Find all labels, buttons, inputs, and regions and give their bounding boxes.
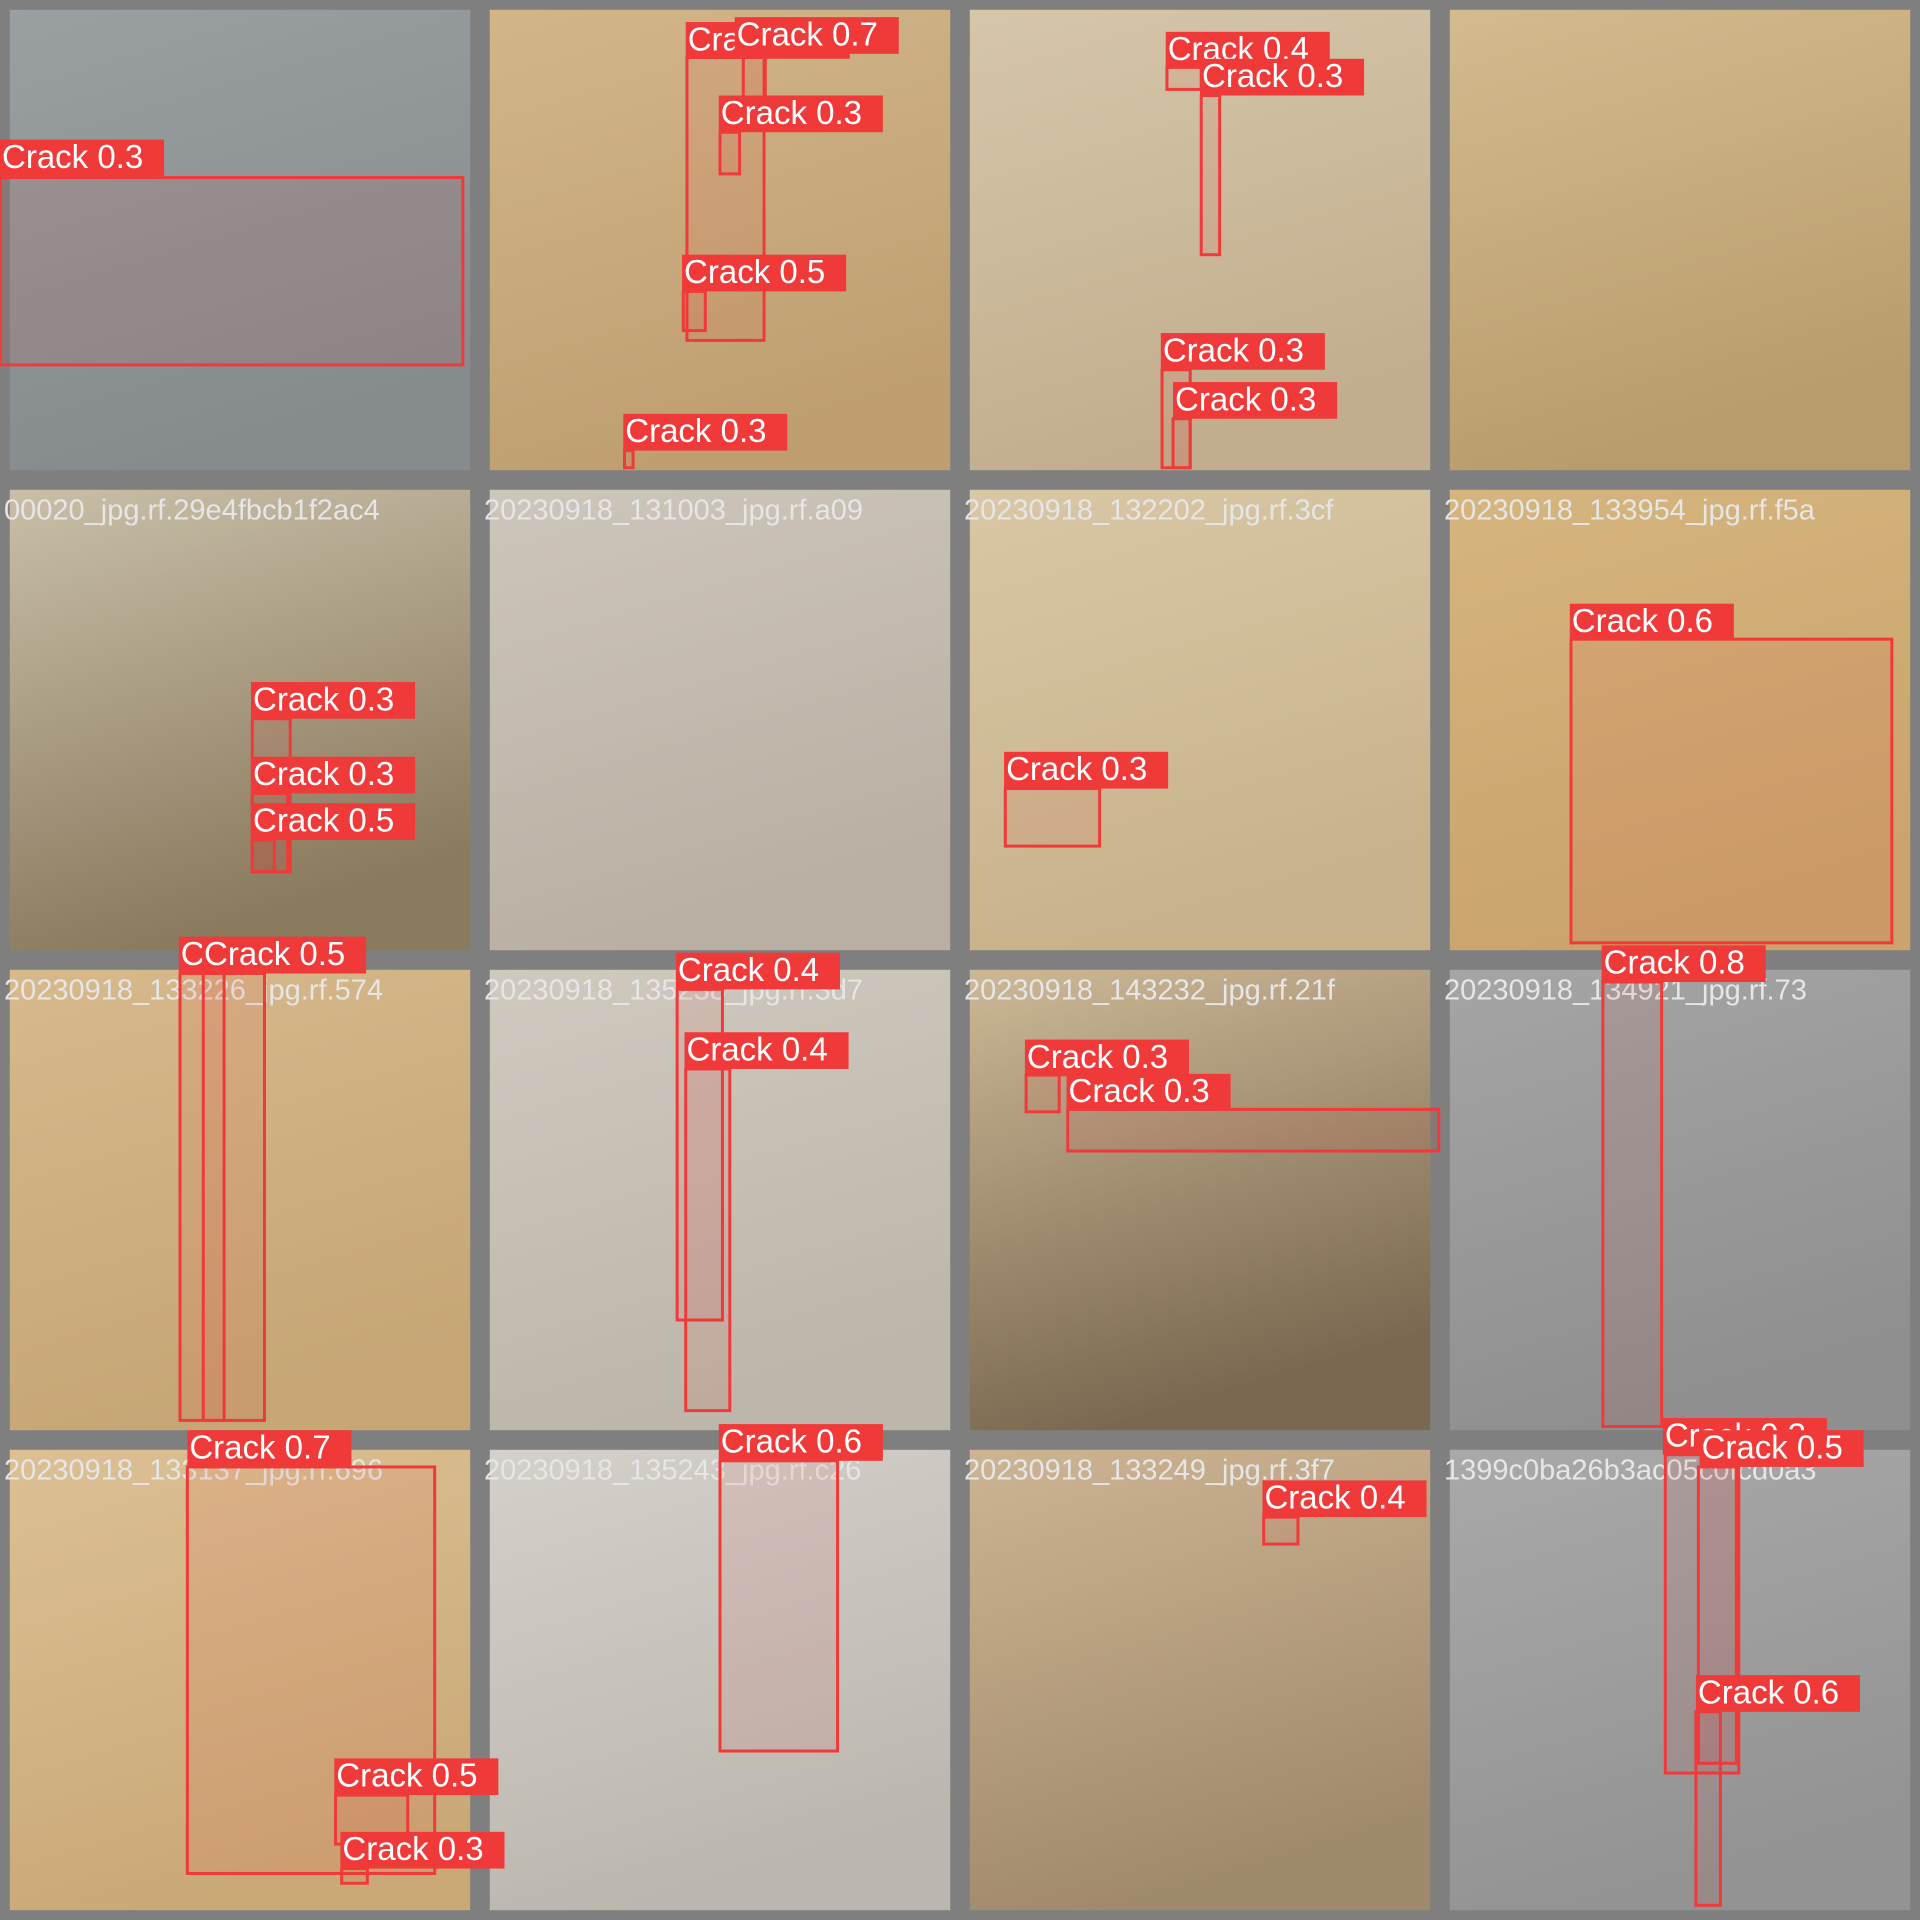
label-background	[734, 17, 899, 54]
detection-box	[1003, 787, 1102, 848]
label-background	[251, 803, 416, 840]
photo	[489, 489, 951, 951]
detection-label: Crack 0.4	[1264, 1479, 1405, 1516]
detection-label: Crack 0.5	[204, 935, 345, 972]
label-background	[1569, 603, 1734, 641]
detection-label: Crack 0.5	[1702, 1429, 1843, 1466]
detection-box	[1696, 1465, 1738, 1765]
label-background	[718, 1424, 883, 1461]
detection-label: Crack 0.5	[336, 1757, 477, 1794]
detection-label: Crack 0.3	[721, 94, 862, 131]
detection-box	[684, 1067, 732, 1413]
label-background	[0, 139, 165, 177]
detection-label: Crack 0.3	[625, 412, 766, 449]
detection-label: Crack 0.5	[684, 253, 825, 290]
detection-box	[1569, 637, 1894, 945]
photo	[969, 1449, 1431, 1911]
label-background	[675, 952, 840, 990]
detection-box	[1024, 1073, 1061, 1114]
detection-label: Crack 0.4	[678, 951, 819, 988]
detection-box	[250, 838, 276, 874]
detection-label: Crack 0.6	[721, 1422, 862, 1459]
label-background	[682, 254, 847, 292]
detection-box	[340, 1867, 369, 1885]
file-caption: 20230918_143232_jpg.rf.21f	[964, 974, 1336, 1006]
label-background	[1262, 1480, 1427, 1518]
file-caption: 20230918_131003_jpg.rf.a09	[484, 494, 863, 526]
detection-box	[718, 130, 742, 176]
label-background	[340, 1831, 505, 1869]
detection-label: Crack 0.3	[1175, 380, 1316, 417]
photo	[969, 489, 1431, 951]
detection-label: Crack 0.3	[2, 138, 143, 175]
photo	[1449, 9, 1911, 471]
detection-box	[1694, 1710, 1722, 1907]
label-background	[1695, 1675, 1860, 1712]
file-caption: 20230918_133954_jpg.rf.f5a	[1444, 494, 1816, 526]
detection-box	[681, 289, 707, 333]
photo	[489, 9, 951, 471]
detection-label: Crack 0.6	[1572, 602, 1713, 639]
label-background	[251, 682, 416, 719]
file-caption: 00020_jpg.rf.29e4fbcb1f2ac4	[4, 494, 380, 526]
detection-box	[1066, 1107, 1441, 1153]
detection-label: Crack 0.6	[1698, 1673, 1839, 1710]
detection-box	[1171, 417, 1192, 470]
label-background	[684, 1032, 849, 1069]
detection-label: Crack 0.5	[253, 802, 394, 839]
label-background	[1173, 382, 1338, 419]
file-caption: 20230918_132202_jpg.rf.3cf	[964, 494, 1334, 526]
detection-label: Crack 0.7	[189, 1429, 330, 1466]
label-background	[1601, 945, 1766, 983]
detection-box	[1199, 94, 1222, 257]
detection-label: Crack 0.3	[253, 755, 394, 792]
label-background	[718, 95, 883, 133]
photo	[1449, 489, 1911, 951]
label-background	[202, 936, 367, 974]
label-background	[1160, 333, 1325, 370]
label-background	[187, 1430, 352, 1467]
photo	[1449, 969, 1911, 1431]
label-background	[1024, 1039, 1189, 1077]
detection-box	[185, 1465, 437, 1875]
detection-box	[201, 971, 266, 1422]
photo	[9, 969, 471, 1431]
detection-label: Crack 0.3	[1202, 57, 1343, 94]
detection-label: Crack 0.3	[1006, 750, 1147, 787]
detection-box	[1165, 65, 1203, 91]
label-background	[1200, 58, 1365, 96]
label-background	[334, 1758, 499, 1796]
detection-label: Crack 0.7	[737, 15, 878, 52]
file-caption: 20230918_133226_jpg.rf.574	[4, 974, 383, 1006]
detection-label: Crack 0.3	[1069, 1072, 1210, 1109]
label-background	[251, 756, 416, 794]
detection-box	[718, 1459, 840, 1753]
label-background	[623, 413, 788, 451]
detection-box	[0, 176, 465, 367]
label-background	[1004, 751, 1169, 789]
detection-label: Crack 0.4	[686, 1031, 827, 1068]
detection-label: Crack 0.3	[253, 680, 394, 717]
detection-label: Crack 0.3	[1163, 331, 1304, 368]
photo	[9, 489, 471, 951]
label-background	[1066, 1073, 1231, 1111]
detection-box	[1262, 1515, 1300, 1546]
label-background	[1699, 1430, 1864, 1467]
photo	[9, 9, 471, 471]
detection-label: Crack 0.8	[1604, 944, 1745, 981]
detection-label: Crack 0.3	[1027, 1038, 1168, 1075]
detection-box	[1601, 980, 1664, 1429]
detection-label: Crack 0.3	[342, 1830, 483, 1867]
detection-box	[622, 449, 635, 470]
